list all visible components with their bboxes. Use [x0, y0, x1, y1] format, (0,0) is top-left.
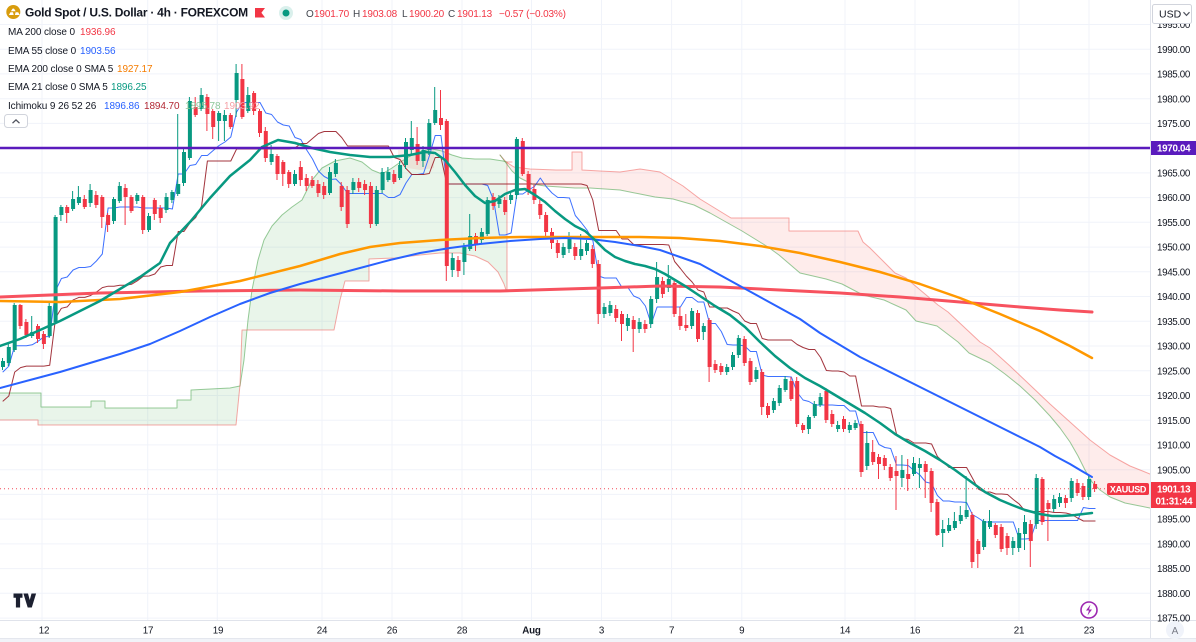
svg-text:21: 21	[1014, 626, 1025, 637]
svg-text:1995.00: 1995.00	[1157, 20, 1191, 31]
svg-text:1910.00: 1910.00	[1157, 441, 1191, 452]
svg-text:1885.00: 1885.00	[1157, 564, 1191, 575]
svg-text:1901.13: 1901.13	[1157, 485, 1191, 496]
svg-text:USD: USD	[1159, 9, 1182, 21]
svg-text:1975.00: 1975.00	[1157, 119, 1191, 130]
svg-text:1880.00: 1880.00	[1157, 589, 1191, 600]
svg-text:1920.00: 1920.00	[1157, 391, 1191, 402]
svg-text:1990.00: 1990.00	[1157, 45, 1191, 56]
svg-text:9: 9	[739, 626, 744, 637]
svg-text:24: 24	[317, 626, 328, 637]
svg-text:A: A	[1172, 626, 1179, 637]
svg-text:1915.00: 1915.00	[1157, 416, 1191, 427]
svg-text:23: 23	[1084, 626, 1095, 637]
svg-text:1895.00: 1895.00	[1157, 515, 1191, 526]
svg-text:28: 28	[457, 626, 468, 637]
svg-text:19: 19	[213, 626, 224, 637]
svg-text:1875.00: 1875.00	[1157, 614, 1191, 625]
svg-text:1955.00: 1955.00	[1157, 218, 1191, 229]
svg-text:XAUUSD: XAUUSD	[1110, 484, 1147, 494]
svg-text:1940.00: 1940.00	[1157, 292, 1191, 303]
svg-text:1945.00: 1945.00	[1157, 267, 1191, 278]
svg-text:Gold Spot / U.S. Dollar · 4h ·: Gold Spot / U.S. Dollar · 4h · FOREXCOM	[25, 6, 248, 20]
svg-text:1960.00: 1960.00	[1157, 193, 1191, 204]
svg-text:1950.00: 1950.00	[1157, 243, 1191, 254]
svg-text:1980.00: 1980.00	[1157, 94, 1191, 105]
svg-text:12: 12	[39, 626, 50, 637]
svg-text:1905.00: 1905.00	[1157, 465, 1191, 476]
svg-text:16: 16	[910, 626, 921, 637]
svg-text:1970.04: 1970.04	[1157, 144, 1191, 155]
svg-text:17: 17	[143, 626, 154, 637]
svg-text:1935.00: 1935.00	[1157, 317, 1191, 328]
svg-text:Aug: Aug	[522, 626, 541, 637]
svg-text:26: 26	[387, 626, 398, 637]
svg-text:14: 14	[840, 626, 851, 637]
svg-text:1890.00: 1890.00	[1157, 540, 1191, 551]
svg-text:1965.00: 1965.00	[1157, 169, 1191, 180]
svg-text:01:31:44: 01:31:44	[1156, 497, 1194, 508]
svg-text:1930.00: 1930.00	[1157, 342, 1191, 353]
svg-text:3: 3	[599, 626, 605, 637]
svg-text:1925.00: 1925.00	[1157, 366, 1191, 377]
svg-text:7: 7	[669, 626, 674, 637]
svg-text:1985.00: 1985.00	[1157, 70, 1191, 81]
